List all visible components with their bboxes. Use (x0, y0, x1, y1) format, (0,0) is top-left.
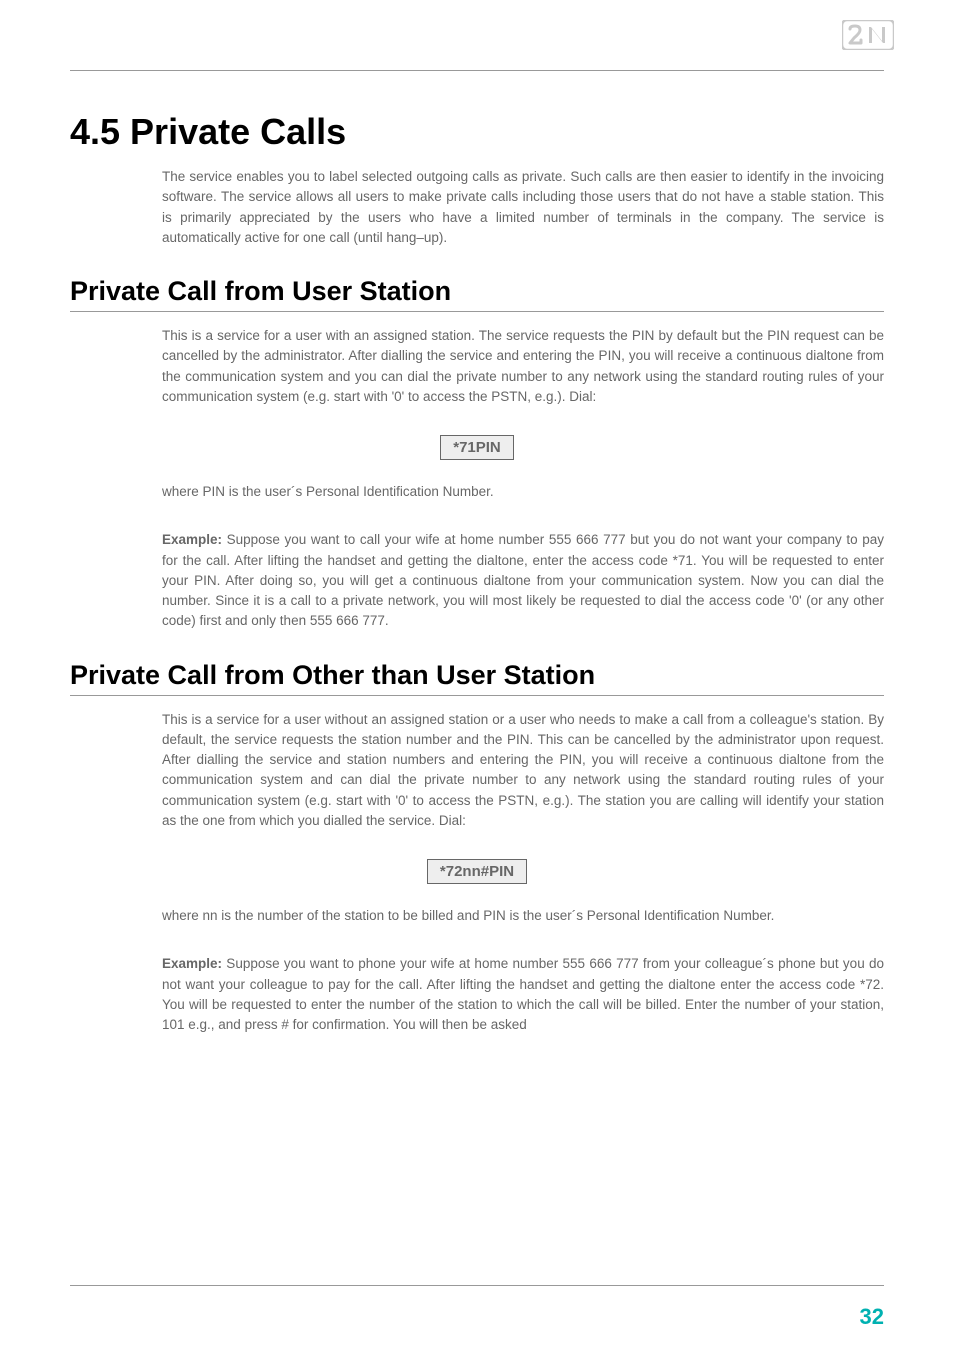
section2-para2: where nn is the number of the station to… (70, 906, 884, 926)
section2-code-wrap: *72nn#PIN (70, 859, 884, 884)
section1-para1: This is a service for a user with an ass… (70, 326, 884, 407)
2n-logo-icon (842, 20, 894, 50)
bottom-rule (70, 1285, 884, 1286)
section2-code: *72nn#PIN (427, 859, 527, 884)
section1-rule (70, 311, 884, 312)
intro-paragraph: The service enables you to label selecte… (70, 167, 884, 248)
section2-example: Example: Suppose you want to phone your … (70, 954, 884, 1035)
section1-para2: where PIN is the user´s Personal Identif… (70, 482, 884, 502)
page-number: 32 (860, 1304, 884, 1330)
section2-rule (70, 695, 884, 696)
example-text: Suppose you want to call your wife at ho… (162, 532, 884, 628)
section1-example: Example: Suppose you want to call your w… (70, 530, 884, 631)
section2-heading: Private Call from Other than User Statio… (70, 660, 884, 691)
section1-heading: Private Call from User Station (70, 276, 884, 307)
section1-code: *71PIN (440, 435, 514, 460)
top-rule (70, 70, 884, 71)
example-label: Example: (162, 532, 222, 547)
example-label: Example: (162, 956, 222, 971)
section1-code-wrap: *71PIN (70, 435, 884, 460)
example-text: Suppose you want to phone your wife at h… (162, 956, 884, 1032)
section2-para1: This is a service for a user without an … (70, 710, 884, 832)
page-container: 4.5 Private Calls The service enables yo… (0, 0, 954, 1350)
brand-logo (842, 20, 894, 55)
page-title: 4.5 Private Calls (70, 111, 884, 153)
